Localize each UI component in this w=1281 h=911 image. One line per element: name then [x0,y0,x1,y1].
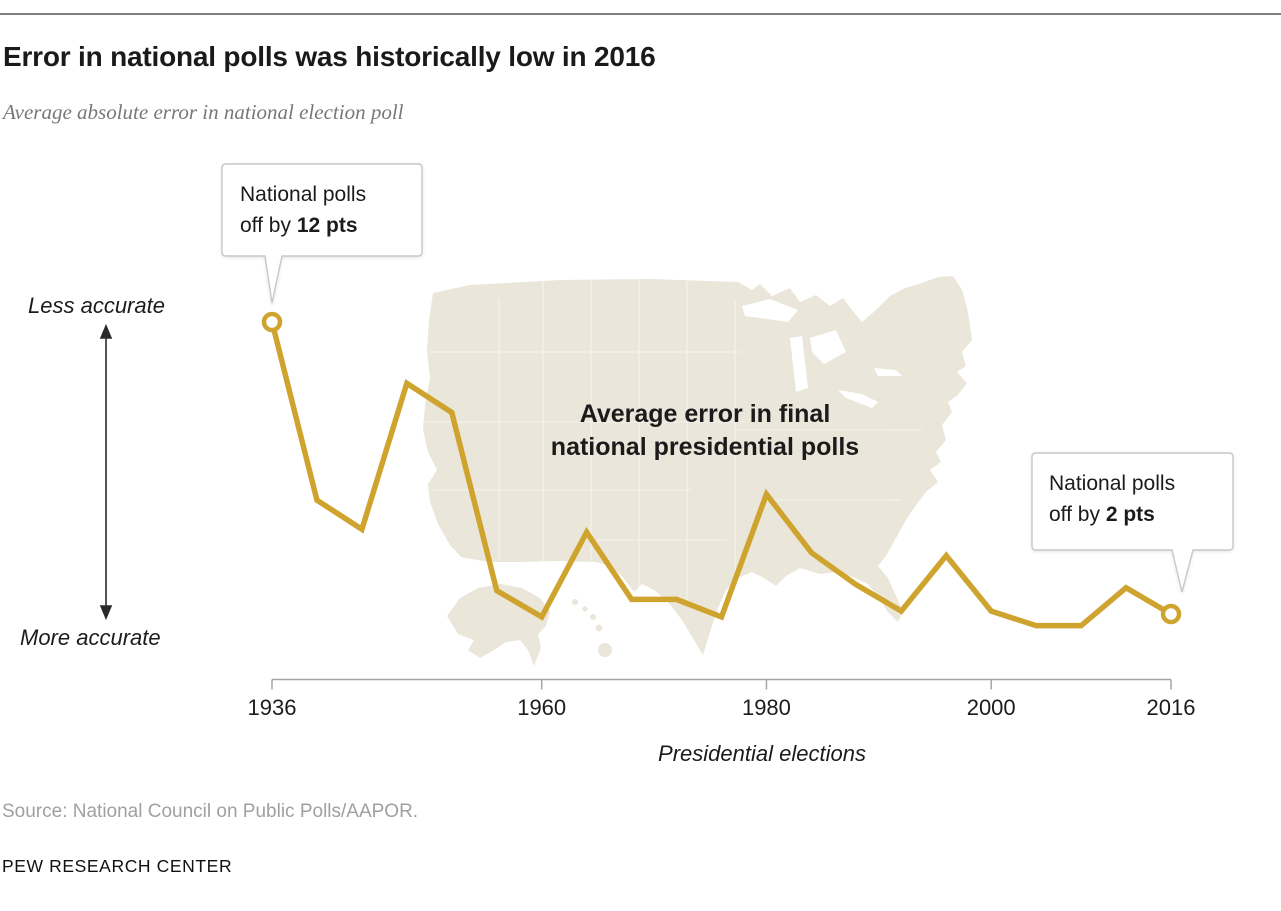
x-tick-label-2000: 2000 [966,695,1016,720]
callout-1936-line2: off by 12 pts [240,214,358,237]
alaska-silhouette [447,584,550,666]
source-note: Source: National Council on Public Polls… [2,801,419,822]
callout-1936-text: National polls off by 12 pts [240,179,366,241]
map-center-label-line2: national presidential polls [550,433,860,461]
chart-title: Error in national polls was historically… [3,41,656,72]
y-direction-label-less-accurate: Less accurate [28,293,165,318]
callout-bubbles [221,163,1234,593]
callout-2016-value: 2 pts [1105,503,1155,526]
callout-bubble-2016 [1031,452,1234,593]
x-axis-line-and-ticks [271,678,1172,690]
x-tick-label-2016: 2016 [1146,695,1196,720]
callout-2016-text: National polls off by 2 pts [1049,468,1175,530]
y-direction-label-more-accurate: More accurate [20,625,161,650]
chart-subtitle: Average absolute error in national elect… [3,100,404,124]
data-point-marker-2016 [1160,603,1182,625]
us-map-state-lines [424,278,922,602]
pew-research-center-wordmark: PEW RESEARCH CENTER [2,856,233,876]
us-map-silhouette [423,276,972,666]
poll-error-line-series [269,321,1173,629]
accuracy-direction-arrow [99,323,113,621]
map-center-label-line1: Average error in final [579,400,831,428]
top-divider-rule [0,13,1281,15]
hawaii-silhouette [572,599,612,657]
callout-1936-value: 12 pts [296,214,358,237]
callout-bubble-1936 [221,163,423,304]
x-tick-label-1960: 1960 [517,695,567,720]
callout-1936-line1: National polls [240,183,367,206]
x-axis [271,678,1172,690]
x-tick-label-1936: 1936 [247,695,297,720]
x-tick-label-1980: 1980 [741,695,791,720]
great-lakes-cutouts [742,299,902,408]
us-map-mainland [423,276,972,655]
x-axis-title: Presidential elections [658,741,866,766]
callout-2016-line2: off by 2 pts [1049,503,1155,526]
callout-2016-line1: National polls [1049,472,1176,495]
map-center-label: Average error in final national presiden… [520,398,890,464]
series-end-markers [261,311,1182,625]
data-point-marker-1936 [261,311,283,333]
